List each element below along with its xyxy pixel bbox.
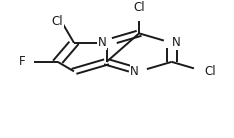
Text: Cl: Cl bbox=[52, 15, 63, 28]
Text: N: N bbox=[172, 36, 180, 49]
Text: N: N bbox=[98, 36, 106, 49]
Text: F: F bbox=[18, 55, 25, 68]
Text: N: N bbox=[130, 65, 139, 78]
Text: Cl: Cl bbox=[204, 65, 216, 78]
Text: Cl: Cl bbox=[133, 1, 145, 14]
